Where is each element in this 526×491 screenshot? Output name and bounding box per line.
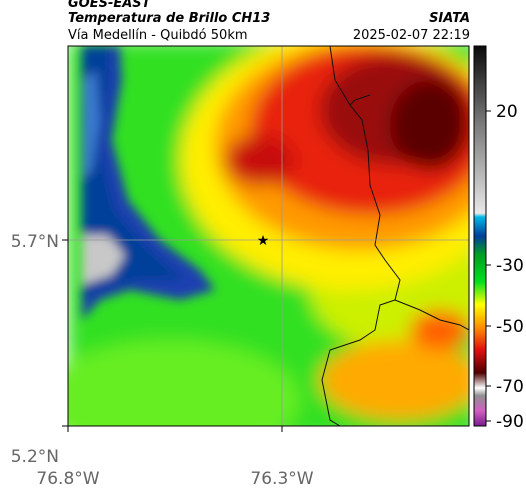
- map-frame: [67, 45, 470, 427]
- star-icon: ★: [257, 233, 270, 249]
- satellite-name: GOES-EAST: [68, 0, 151, 11]
- product-title: Temperatura de Brillo CH13: [68, 11, 271, 26]
- lat-label: 5.2°N: [11, 447, 59, 467]
- colorbar: 20 -30 -50 -70 -90: [473, 45, 524, 432]
- colorbar-label: -30: [496, 256, 524, 276]
- timestamp-label: 2025-02-07 22:19: [352, 28, 470, 43]
- lat-label: 5.7°N: [11, 232, 59, 252]
- location-label: Vía Medellín - Quibdó 50km: [68, 28, 248, 43]
- colorbar-label: -70: [496, 377, 524, 397]
- organization-label: SIATA: [429, 11, 470, 26]
- colorbar-label: -50: [496, 317, 524, 337]
- lon-label: 76.3°W: [250, 469, 313, 489]
- colorbar-label: -90: [496, 412, 524, 432]
- boundary-line: [321, 46, 401, 426]
- brightness-temperature-field: [68, 46, 469, 426]
- lon-label: 76.8°W: [36, 469, 99, 489]
- colorbar-label: 20: [496, 102, 518, 122]
